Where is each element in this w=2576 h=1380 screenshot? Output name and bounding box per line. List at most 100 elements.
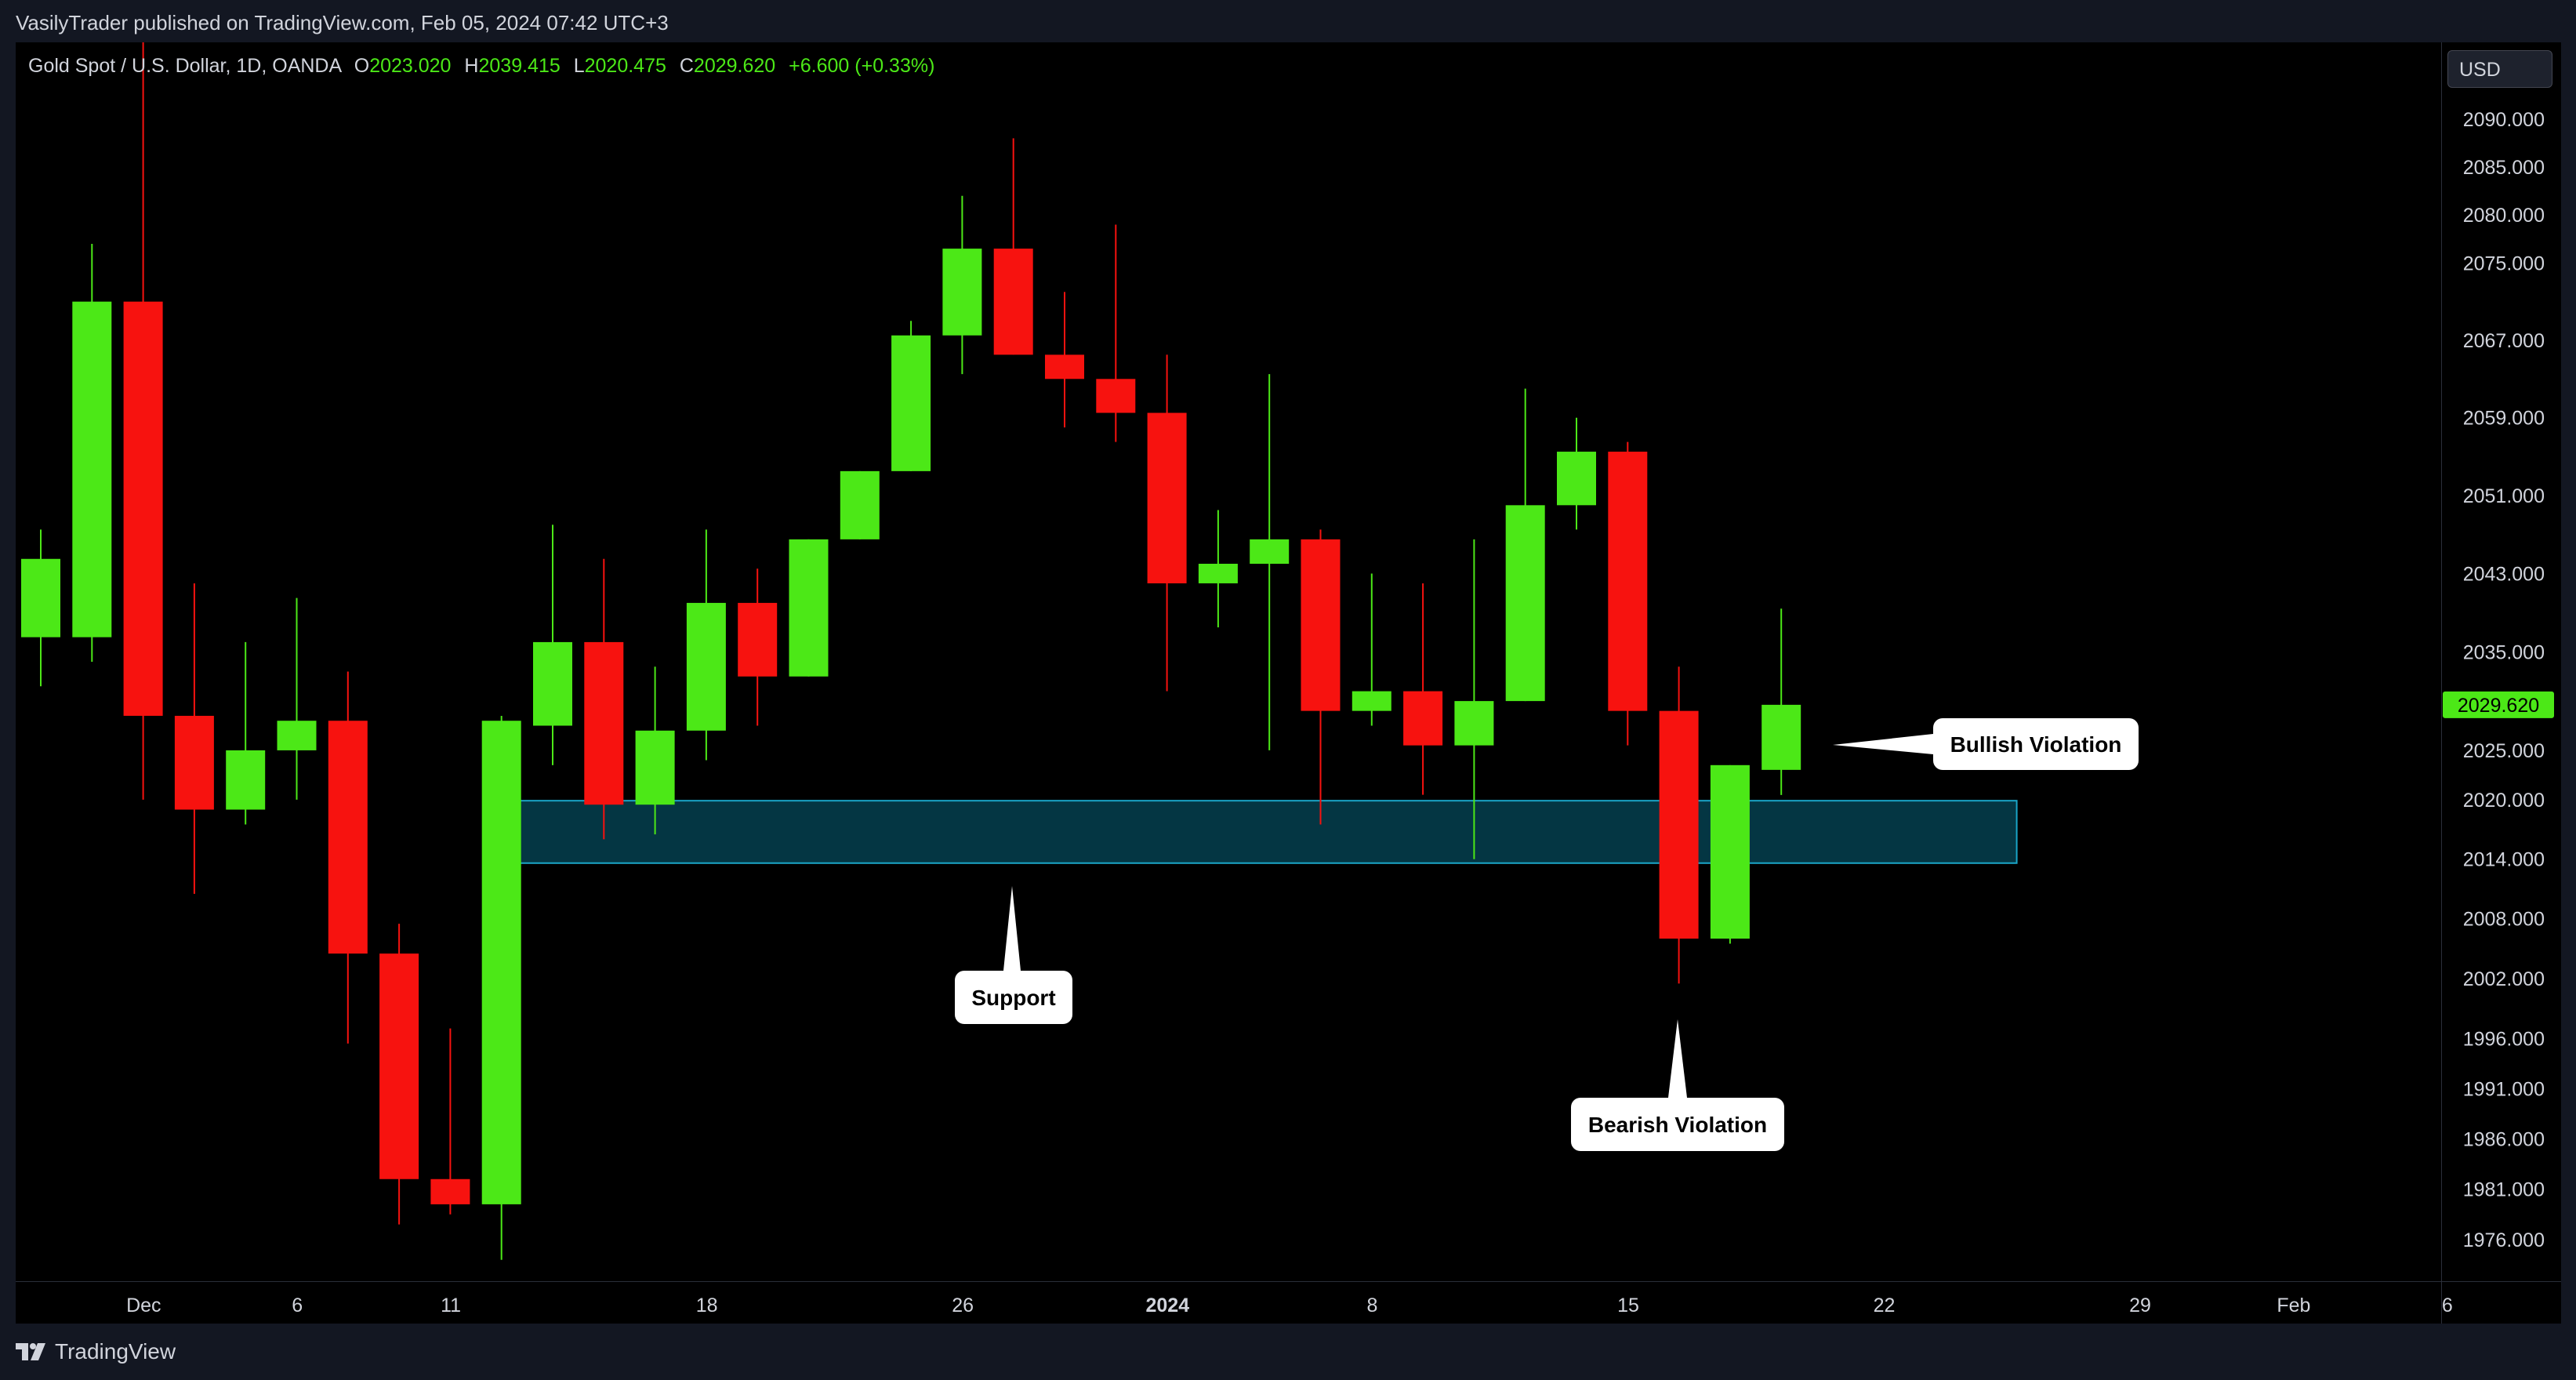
candle-body-0 xyxy=(21,558,60,637)
annotation-1: Bearish Violation xyxy=(1571,1019,1784,1151)
y-tick-label-11: 2014.000 xyxy=(2463,849,2545,871)
candle-body-26 xyxy=(1351,691,1391,711)
candle-body-4 xyxy=(226,750,266,810)
candle-body-1 xyxy=(72,301,112,637)
y-tick-label-8: 2035.000 xyxy=(2463,641,2545,663)
last-price-label: 2029.620 xyxy=(2458,695,2539,717)
last-price-layer: 2029.620 xyxy=(2443,691,2554,718)
candle-10 xyxy=(533,525,572,765)
candle-body-3 xyxy=(174,715,214,810)
annotation-pointer-0 xyxy=(1003,886,1021,971)
candle-13 xyxy=(686,529,726,761)
annotation-box-0 xyxy=(955,971,1072,1024)
y-tick-label-0: 2090.000 xyxy=(2463,109,2545,131)
x-ticks: Dec 6 11 18 26 2024 8 15 22 29 Feb 6 xyxy=(126,1295,2453,1316)
axis-corner xyxy=(2441,1281,2561,1324)
candle-3 xyxy=(174,583,214,895)
candle-body-2 xyxy=(123,301,163,716)
annotation-pointer-1 xyxy=(1668,1019,1687,1098)
close-value: 2029.620 xyxy=(693,55,776,77)
chart-area[interactable] xyxy=(16,42,2441,1281)
candle-31 xyxy=(1608,441,1648,746)
y-tick-label-14: 1996.000 xyxy=(2463,1028,2545,1050)
x-tick-label-3: 18 xyxy=(696,1295,718,1316)
low-label: L xyxy=(573,55,585,77)
open-label: O xyxy=(354,55,370,77)
candle-24 xyxy=(1250,374,1290,750)
candle-body-28 xyxy=(1454,701,1494,746)
x-tick-label-4: 26 xyxy=(952,1295,974,1316)
y-tick-label-3: 2075.000 xyxy=(2463,253,2545,275)
candle-15 xyxy=(789,539,829,677)
annotation-box-1 xyxy=(1571,1098,1784,1151)
candle-25 xyxy=(1301,529,1341,825)
candle-28 xyxy=(1454,539,1494,859)
last-price-tag xyxy=(2443,691,2554,718)
x-tick-label-2: 11 xyxy=(441,1295,461,1316)
candle-body-5 xyxy=(277,721,317,750)
x-tick-label-1: 6 xyxy=(292,1295,303,1316)
candle-body-6 xyxy=(328,721,368,954)
y-tick-label-15: 1991.000 xyxy=(2463,1078,2545,1100)
annotation-label-1: Bearish Violation xyxy=(1588,1113,1767,1137)
candle-22 xyxy=(1147,354,1187,692)
y-tick-label-12: 2008.000 xyxy=(2463,909,2545,931)
candle-body-21 xyxy=(1096,379,1136,413)
annotation-pointer-2 xyxy=(1833,734,1933,754)
candle-body-17 xyxy=(891,335,931,471)
candle-23 xyxy=(1198,510,1238,628)
candle-5 xyxy=(277,597,317,800)
candle-body-33 xyxy=(1710,764,1750,939)
candle-body-30 xyxy=(1557,452,1596,506)
candle-27 xyxy=(1403,583,1443,795)
candle-body-19 xyxy=(993,249,1033,355)
support-zone-0 xyxy=(495,800,2018,864)
symbol-legend: Gold Spot / U.S. Dollar, 1D, OANDA O2023… xyxy=(28,55,934,78)
x-tick-label-8: 22 xyxy=(1874,1295,1896,1316)
high-value: 2039.415 xyxy=(478,55,561,77)
candle-21 xyxy=(1096,224,1136,442)
candle-11 xyxy=(584,558,624,840)
candle-1 xyxy=(72,243,112,662)
annotation-box-2 xyxy=(1933,718,2139,770)
annotation-label-0: Support xyxy=(971,986,1055,1010)
y-tick-label-10: 2020.000 xyxy=(2463,790,2545,812)
y-tick-label-13: 2002.000 xyxy=(2463,968,2545,990)
candle-body-31 xyxy=(1608,452,1648,711)
candle-body-22 xyxy=(1147,412,1187,583)
candle-20 xyxy=(1045,292,1084,428)
x-tick-label-11: 6 xyxy=(2442,1295,2453,1316)
y-tick-label-2: 2080.000 xyxy=(2463,205,2545,227)
annotations-layer: Support Bearish Violation Bullish Violatio… xyxy=(955,718,2139,1151)
x-tick-label-7: 15 xyxy=(1617,1295,1639,1316)
candle-30 xyxy=(1557,417,1596,530)
tradingview-brand: TradingView xyxy=(55,1339,176,1364)
annotation-2: Bullish Violation xyxy=(1833,718,2139,770)
annotation-0: Support xyxy=(955,886,1072,1024)
close-label: C xyxy=(679,55,694,77)
footer: TradingView xyxy=(0,1324,2576,1380)
candle-body-13 xyxy=(686,602,726,731)
candle-12 xyxy=(635,666,675,835)
candle-34 xyxy=(1761,608,1801,795)
candle-body-24 xyxy=(1250,539,1290,565)
y-tick-label-18: 1976.000 xyxy=(2463,1229,2545,1251)
candle-body-7 xyxy=(379,953,419,1179)
candle-body-29 xyxy=(1505,505,1545,702)
candle-body-12 xyxy=(635,730,675,805)
candles-layer xyxy=(21,42,1801,1260)
candle-6 xyxy=(328,671,368,1044)
annotation-label-2: Bullish Violation xyxy=(1950,732,2122,757)
candle-body-11 xyxy=(584,641,624,805)
symbol-name[interactable]: Gold Spot / U.S. Dollar, 1D, OANDA xyxy=(28,55,341,77)
price-axis[interactable] xyxy=(2441,42,2561,1281)
time-axis[interactable] xyxy=(16,1281,2441,1324)
currency-button[interactable]: USD xyxy=(2447,50,2552,88)
candle-body-18 xyxy=(942,249,982,336)
candle-body-27 xyxy=(1403,691,1443,746)
tradingview-logo[interactable]: TradingView xyxy=(16,1339,176,1364)
y-tick-label-9: 2025.000 xyxy=(2463,740,2545,762)
publish-info: VasilyTrader published on TradingView.co… xyxy=(16,11,669,34)
candle-4 xyxy=(226,641,266,825)
